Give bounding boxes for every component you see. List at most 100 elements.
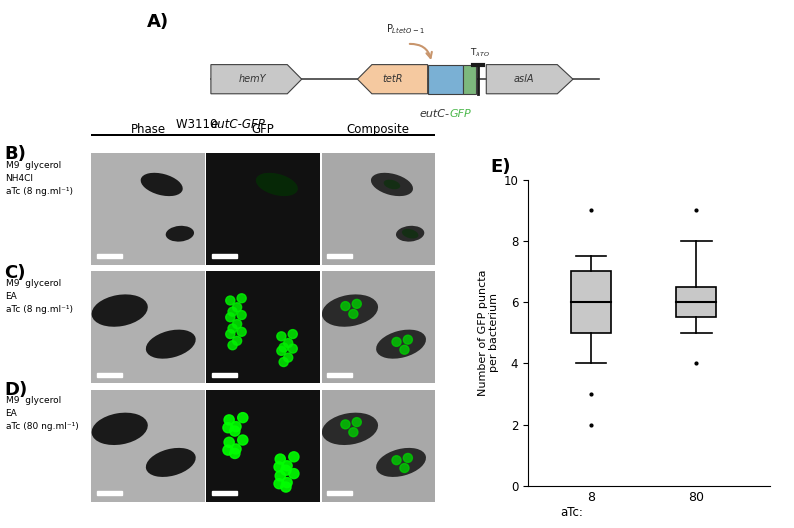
Circle shape [231, 421, 241, 432]
Circle shape [237, 435, 248, 445]
Circle shape [282, 477, 292, 488]
Circle shape [279, 343, 288, 352]
Circle shape [229, 426, 240, 436]
Circle shape [277, 346, 286, 355]
Circle shape [233, 336, 241, 345]
Bar [327, 491, 353, 495]
Circle shape [228, 307, 237, 316]
Text: Phase: Phase [130, 123, 166, 136]
Bar [97, 491, 122, 495]
Ellipse shape [146, 329, 195, 359]
Circle shape [341, 420, 350, 429]
Circle shape [223, 423, 233, 433]
Ellipse shape [256, 173, 298, 196]
Text: M9  glycerol
NH4Cl
aTc (8 ng.ml⁻¹): M9 glycerol NH4Cl aTc (8 ng.ml⁻¹) [6, 161, 72, 196]
Circle shape [225, 296, 235, 305]
Text: A): A) [147, 13, 169, 31]
FancyArrow shape [211, 64, 302, 94]
Bar [212, 491, 237, 495]
Circle shape [289, 452, 299, 462]
Ellipse shape [384, 180, 400, 190]
Bar [428, 64, 463, 94]
Bar [97, 373, 122, 376]
Circle shape [277, 332, 286, 341]
Ellipse shape [376, 448, 426, 477]
Text: Composite: Composite [347, 123, 410, 136]
Text: B): B) [4, 145, 26, 163]
Circle shape [237, 412, 248, 423]
Circle shape [276, 454, 285, 464]
Circle shape [237, 310, 246, 319]
Text: GFP: GFP [252, 123, 275, 136]
Circle shape [223, 445, 233, 455]
Circle shape [288, 329, 297, 338]
Circle shape [237, 294, 246, 303]
Ellipse shape [91, 413, 148, 445]
Text: hemY: hemY [238, 74, 266, 84]
FancyArrow shape [486, 64, 573, 94]
Circle shape [233, 319, 241, 328]
Circle shape [225, 329, 235, 338]
Text: aTc:: aTc: [560, 506, 583, 520]
Text: eutC-GFP: eutC-GFP [210, 118, 265, 131]
Circle shape [228, 341, 237, 350]
Text: P$_{LtetO-1}$: P$_{LtetO-1}$ [386, 23, 424, 36]
Circle shape [274, 462, 284, 472]
Circle shape [237, 327, 246, 336]
Ellipse shape [91, 295, 148, 327]
FancyArrow shape [357, 64, 428, 94]
Circle shape [225, 313, 235, 322]
Circle shape [349, 428, 358, 437]
Circle shape [400, 464, 409, 473]
Text: GFP: GFP [449, 109, 472, 119]
Bar [212, 373, 237, 376]
Circle shape [353, 418, 361, 427]
Ellipse shape [376, 329, 426, 359]
Circle shape [279, 357, 288, 366]
Circle shape [403, 335, 412, 344]
Bar [571, 271, 611, 333]
Text: D): D) [4, 381, 27, 399]
Text: M9  glycerol
EA
aTc (8 ng.ml⁻¹): M9 glycerol EA aTc (8 ng.ml⁻¹) [6, 279, 72, 314]
Bar [327, 373, 353, 376]
Bar [463, 64, 476, 94]
Text: C): C) [4, 264, 25, 282]
Text: M9  glycerol
EA
aTc (80 ng.ml⁻¹): M9 glycerol EA aTc (80 ng.ml⁻¹) [6, 396, 79, 431]
Ellipse shape [166, 226, 194, 242]
Ellipse shape [322, 295, 378, 327]
Text: aslA: aslA [513, 74, 534, 84]
Circle shape [341, 301, 350, 310]
Ellipse shape [402, 229, 418, 239]
Circle shape [274, 479, 284, 489]
Circle shape [289, 468, 299, 479]
Circle shape [224, 437, 234, 447]
Text: E): E) [491, 158, 511, 176]
Circle shape [349, 309, 358, 318]
Ellipse shape [146, 448, 195, 477]
Text: T$_{\lambda TO}$: T$_{\lambda TO}$ [470, 47, 490, 60]
Bar [97, 254, 122, 258]
Text: W3110: W3110 [176, 118, 222, 131]
Circle shape [228, 324, 237, 333]
Circle shape [282, 461, 292, 471]
Bar [327, 254, 353, 258]
Circle shape [283, 353, 293, 362]
Circle shape [288, 344, 297, 353]
Circle shape [400, 345, 409, 354]
Ellipse shape [322, 413, 378, 445]
Circle shape [403, 454, 412, 463]
Circle shape [281, 482, 291, 492]
Y-axis label: Number of GFP puncta
per bacterium: Number of GFP puncta per bacterium [478, 269, 499, 396]
Bar [676, 287, 716, 317]
Bar [212, 254, 237, 258]
Circle shape [233, 303, 241, 312]
Text: tetR: tetR [382, 74, 403, 84]
Circle shape [224, 415, 234, 425]
Ellipse shape [371, 173, 413, 196]
Ellipse shape [141, 173, 183, 196]
Circle shape [231, 444, 241, 454]
Circle shape [392, 337, 401, 346]
Circle shape [353, 299, 361, 308]
Circle shape [283, 338, 293, 347]
Ellipse shape [396, 226, 424, 242]
